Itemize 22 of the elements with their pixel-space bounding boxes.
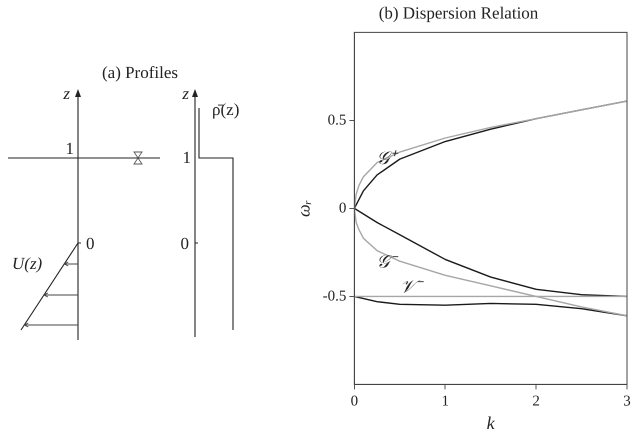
text: 0: [86, 234, 94, 253]
y-tick-label: 0.5: [328, 112, 346, 128]
text: 0: [180, 234, 189, 253]
x-tick-label: 3: [623, 393, 631, 410]
text: (a) Profiles: [102, 63, 178, 82]
x-tick-label: 0: [350, 393, 358, 410]
text: 1: [66, 139, 74, 158]
y-axis-title: ωᵣ: [294, 200, 314, 217]
text: z: [62, 84, 70, 103]
y-tick-label: 0: [338, 200, 346, 216]
x-tick-label: 2: [532, 393, 540, 410]
text: ρ̄(z): [212, 100, 240, 119]
text: z: [181, 84, 190, 103]
annotation: 𝒢⁺: [376, 148, 399, 168]
x-axis-title: k: [486, 412, 496, 433]
chart-title: (b) Dispersion Relation: [378, 4, 539, 23]
y-tick-label: -0.5: [322, 288, 346, 304]
text: 1: [182, 148, 191, 167]
annotation: 𝒱⁻: [400, 276, 424, 296]
text: U(z): [12, 254, 43, 273]
x-tick-label: 1: [441, 393, 449, 410]
annotation: 𝒢⁻: [376, 252, 399, 272]
